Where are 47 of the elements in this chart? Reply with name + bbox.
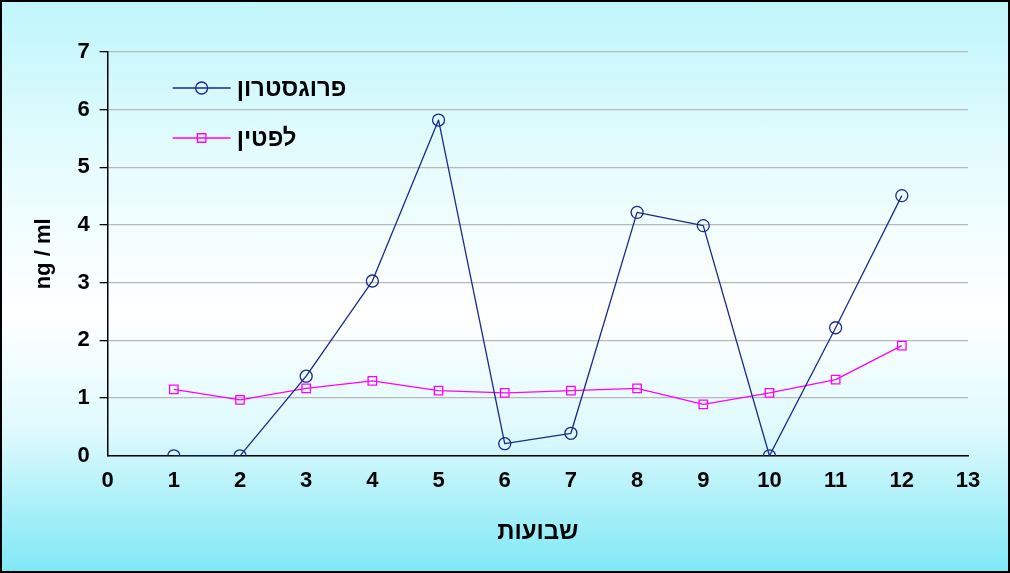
x-tick-label: 0 [101, 466, 114, 492]
x-tick-label: 2 [233, 466, 247, 492]
y-tick-label: 3 [77, 268, 90, 294]
y-tick-label: 4 [77, 211, 91, 237]
x-tick-label: 5 [432, 466, 445, 492]
x-tick-label: 10 [757, 466, 782, 492]
point [499, 388, 510, 398]
y-tick-label: 0 [77, 441, 90, 467]
point [764, 388, 775, 398]
point [696, 218, 710, 233]
y-tick-label: 1 [77, 384, 90, 410]
x-tick-label: 1 [167, 466, 180, 492]
point [299, 369, 313, 383]
x-axis-title: שבועות [497, 517, 579, 545]
point [235, 394, 245, 405]
point [301, 383, 312, 394]
legend-label: פרוגסטרון [236, 73, 347, 101]
legend-label: לפטין [236, 123, 297, 151]
point [630, 205, 644, 220]
x-tick-label: 8 [630, 466, 644, 492]
point [895, 188, 909, 203]
x-tick-label: 13 [955, 466, 981, 492]
x-tick-label: 3 [300, 466, 313, 492]
point [830, 374, 841, 385]
point [566, 385, 576, 396]
point [431, 113, 446, 127]
y-axis-title: ng / ml [30, 218, 56, 290]
point [828, 321, 843, 335]
x-tick-label: 11 [824, 466, 848, 492]
point [367, 375, 378, 386]
y-tick-label: 7 [77, 38, 90, 64]
x-tick-label: 6 [498, 466, 511, 492]
x-tick-label: 12 [889, 466, 915, 492]
y-tick-label: 5 [77, 153, 90, 179]
point [168, 384, 179, 395]
y-tick-label: 6 [77, 95, 90, 121]
point [498, 437, 512, 451]
y-tick-label: 2 [77, 326, 90, 352]
point [433, 385, 444, 396]
point [896, 340, 907, 351]
x-tick-label: 7 [564, 466, 578, 492]
point [632, 383, 642, 394]
x-tick-label: 4 [366, 466, 380, 492]
point [698, 399, 709, 410]
x-tick-label: 9 [697, 466, 710, 492]
point [365, 274, 380, 288]
point [564, 426, 578, 440]
